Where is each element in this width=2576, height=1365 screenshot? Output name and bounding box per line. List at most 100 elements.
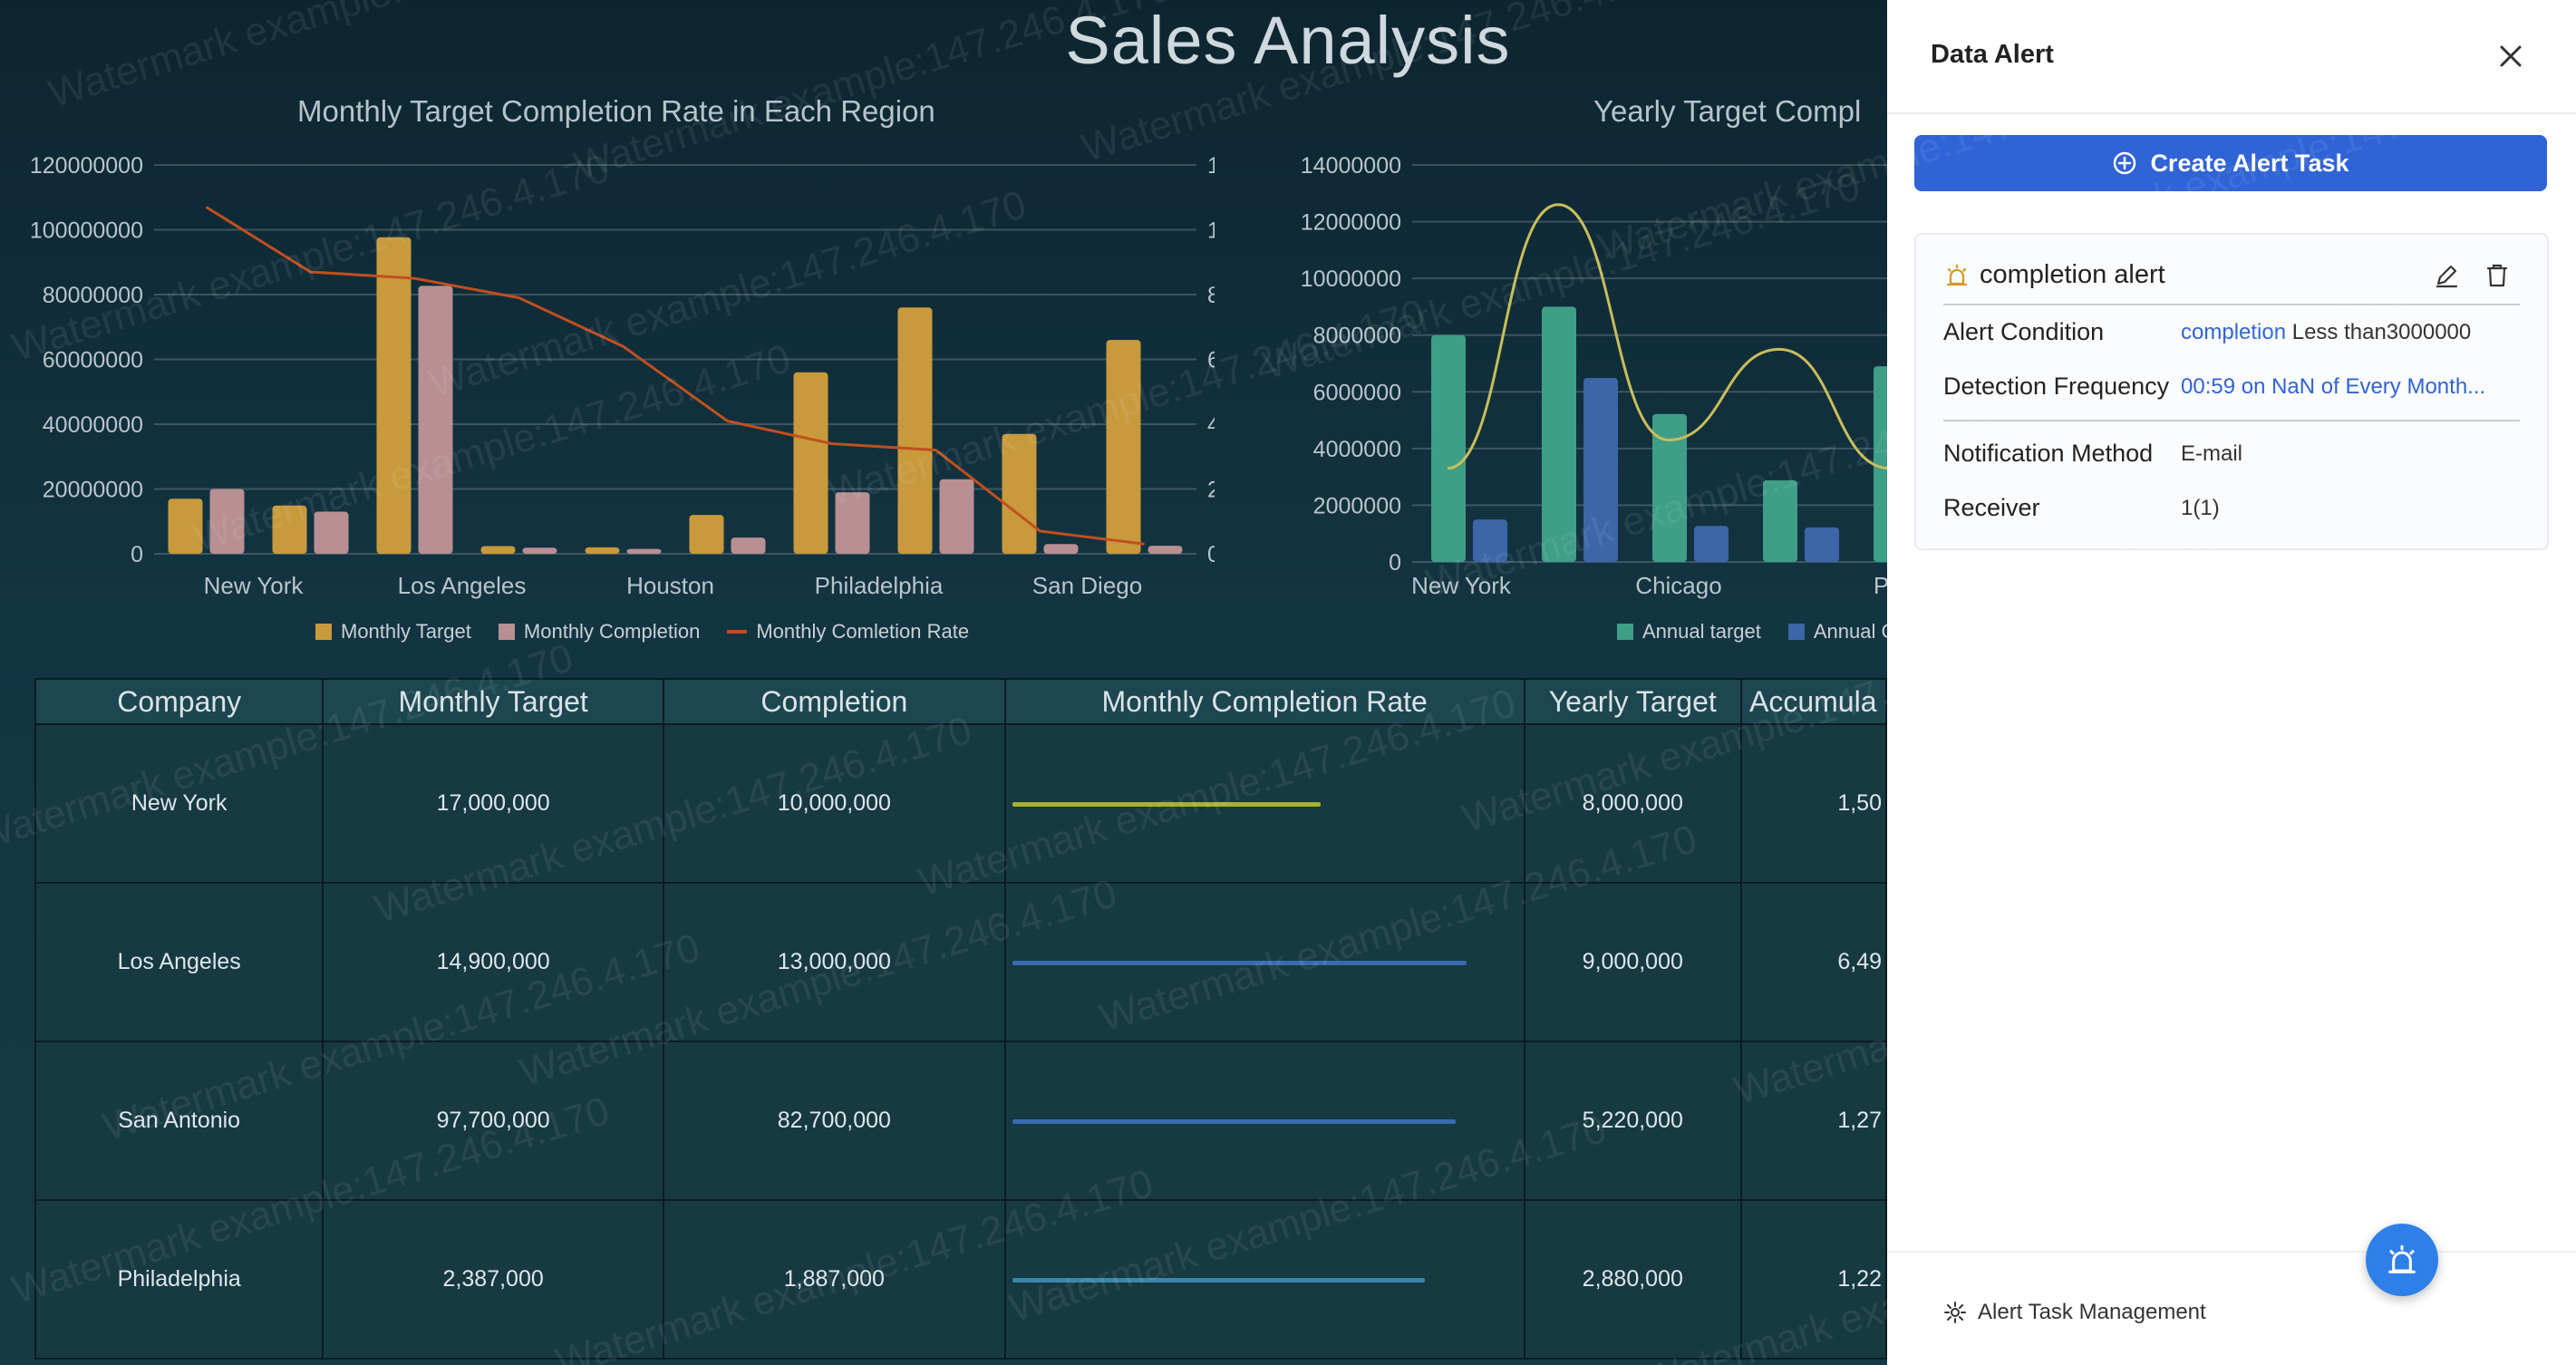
- y2-tick-label: 100%: [1207, 218, 1215, 244]
- cell-yearly-target: 2,880,000: [1523, 1199, 1742, 1360]
- rate-line: [205, 206, 1145, 546]
- x-tick-label: Houston: [626, 572, 714, 599]
- rate-bar-track: [1007, 885, 1523, 1040]
- dashboard: Monthly Target Completion Rate in Each R…: [0, 0, 1887, 1365]
- trash-icon[interactable]: [2482, 260, 2513, 291]
- cell-yearly-target: 9,000,000: [1523, 882, 1742, 1042]
- monthly-target-chart: 120000000 100000000 80000000 60000000 400000…: [30, 153, 1215, 599]
- legend-item-annual-target[interactable]: Annual target: [1617, 620, 1761, 644]
- bar: [209, 489, 245, 554]
- cell-rate: [1003, 882, 1525, 1042]
- alert-name: completion alert: [1980, 260, 2165, 289]
- bar: [418, 286, 453, 554]
- bar: [1874, 366, 1887, 562]
- x-tick-label: New York: [1411, 572, 1512, 599]
- cell-yearly-target: 8,000,000: [1523, 723, 1742, 884]
- cell-company: San Antonio: [34, 1041, 324, 1201]
- y2-tick-label: 80%: [1207, 283, 1215, 308]
- cell-company: Los Angeles: [34, 882, 324, 1042]
- receiver-value: 1(1): [2181, 496, 2220, 520]
- edit-icon[interactable]: [2431, 260, 2462, 291]
- bar: [1583, 377, 1618, 562]
- y2-tick-label: 120%: [1207, 153, 1215, 179]
- table-row[interactable]: New York 17,000,000 10,000,000 8,000,000 1,5…: [34, 723, 1887, 884]
- cell-monthly-target: 17,000,000: [322, 723, 664, 884]
- y-tick-label: 80000000: [43, 283, 143, 308]
- x-tick-label: San Diego: [1032, 572, 1142, 599]
- legend-label: Annual C: [1813, 620, 1887, 643]
- alert-task-management-label: Alert Task Management: [1978, 1300, 2206, 1324]
- col-company[interactable]: Company: [34, 678, 324, 725]
- y2-tick-label: 0%: [1207, 542, 1215, 567]
- bar: [1763, 479, 1797, 562]
- legend-label: Monthly Comletion Rate: [756, 620, 970, 643]
- col-yearly-target[interactable]: Yearly Target: [1523, 678, 1742, 725]
- legend-swatch: [1617, 624, 1633, 640]
- bar: [731, 537, 766, 554]
- alert-condition-value: completion Less than3000000: [2181, 320, 2471, 345]
- y-tick-label: 2000000: [1313, 493, 1401, 518]
- cell-yearly-target: 5,220,000: [1523, 1041, 1742, 1201]
- legend-item-annual-completion[interactable]: Annual C: [1787, 620, 1887, 644]
- condition-field-link[interactable]: completion: [2181, 320, 2287, 344]
- create-alert-task-button[interactable]: Create Alert Task: [1914, 135, 2547, 191]
- bar: [1106, 340, 1141, 554]
- bar: [480, 546, 516, 554]
- x-tick-label: New York: [204, 572, 305, 599]
- alert-condition-label: Alert Condition: [1943, 318, 2105, 345]
- bar: [1002, 433, 1037, 554]
- yearly-chart-title: Yearly Target Compl: [1593, 94, 1862, 128]
- y2-tick-label: 40%: [1207, 412, 1215, 438]
- bar: [376, 237, 412, 554]
- legend-label: Monthly Target: [341, 620, 471, 643]
- close-icon[interactable]: [2491, 36, 2531, 76]
- y-tick-label: 10000000: [1301, 266, 1401, 292]
- detection-frequency-value: 00:59 on NaN of Every Month...: [2181, 374, 2486, 399]
- sales-table: Company Monthly Target Completion Monthl…: [34, 678, 1887, 1360]
- table-row[interactable]: Los Angeles 14,900,000 13,000,000 9,000,000…: [34, 882, 1887, 1042]
- x-tick-label: Chicago: [1635, 572, 1721, 599]
- bar: [897, 307, 933, 554]
- bar: [1542, 306, 1576, 562]
- rate-bar: [1012, 1118, 1457, 1124]
- legend-item-monthly-completion[interactable]: Monthly Completion: [498, 620, 701, 644]
- yearly-chart-legend: Annual target Annual C: [1617, 620, 1887, 644]
- y2-tick-label: 60%: [1207, 348, 1215, 373]
- y-tick-label: 0: [1389, 550, 1401, 576]
- y-tick-label: 8000000: [1313, 324, 1401, 349]
- legend-label: Monthly Completion: [523, 620, 701, 643]
- bar: [1148, 546, 1183, 554]
- table-row[interactable]: San Antonio 97,700,000 82,700,000 5,220,000…: [34, 1041, 1887, 1201]
- rate-bar-track: [1007, 1202, 1523, 1357]
- table-row[interactable]: Philadelphia 2,387,000 1,887,000 2,880,000 1…: [34, 1199, 1887, 1360]
- legend-item-monthly-rate[interactable]: Monthly Comletion Rate: [727, 620, 969, 644]
- trend-line: [1447, 203, 1887, 470]
- bar: [1473, 519, 1507, 562]
- detection-frequency-label: Detection Frequency: [1943, 373, 2170, 400]
- cell-accumulated: 1,50: [1739, 723, 1887, 884]
- alert-task-management-link[interactable]: Alert Task Management: [1943, 1300, 2206, 1325]
- cell-completion: 13,000,000: [662, 882, 1006, 1042]
- legend-label: Annual target: [1642, 620, 1761, 643]
- data-alert-panel: Data Alert Create Alert Task completion …: [1887, 0, 2576, 1365]
- cell-monthly-target: 2,387,000: [322, 1199, 664, 1360]
- alarm-icon: [2388, 1244, 2416, 1273]
- y-tick-label: 40000000: [43, 412, 143, 438]
- legend-item-monthly-target[interactable]: Monthly Target: [315, 620, 471, 644]
- bar: [1431, 334, 1466, 562]
- col-accumulated[interactable]: Accumula: [1739, 678, 1887, 725]
- monthly-chart-legend: Monthly Target Monthly Completion Monthl…: [315, 620, 969, 644]
- col-completion[interactable]: Completion: [662, 678, 1006, 725]
- bar: [585, 547, 620, 554]
- col-monthly-target[interactable]: Monthly Target: [322, 678, 664, 725]
- bar: [168, 499, 203, 554]
- cell-monthly-target: 97,700,000: [322, 1041, 664, 1201]
- bar: [1043, 544, 1079, 554]
- panel-title: Data Alert: [1931, 40, 2054, 69]
- yearly-target-chart: 14000000 12000000 10000000 8000000 6000000 40…: [1301, 153, 1887, 599]
- x-tick-label: Philadelphia: [815, 572, 944, 599]
- bar: [272, 505, 307, 554]
- bar: [314, 511, 349, 554]
- col-monthly-completion-rate[interactable]: Monthly Completion Rate: [1003, 678, 1525, 725]
- alert-fab-button[interactable]: [2366, 1224, 2438, 1296]
